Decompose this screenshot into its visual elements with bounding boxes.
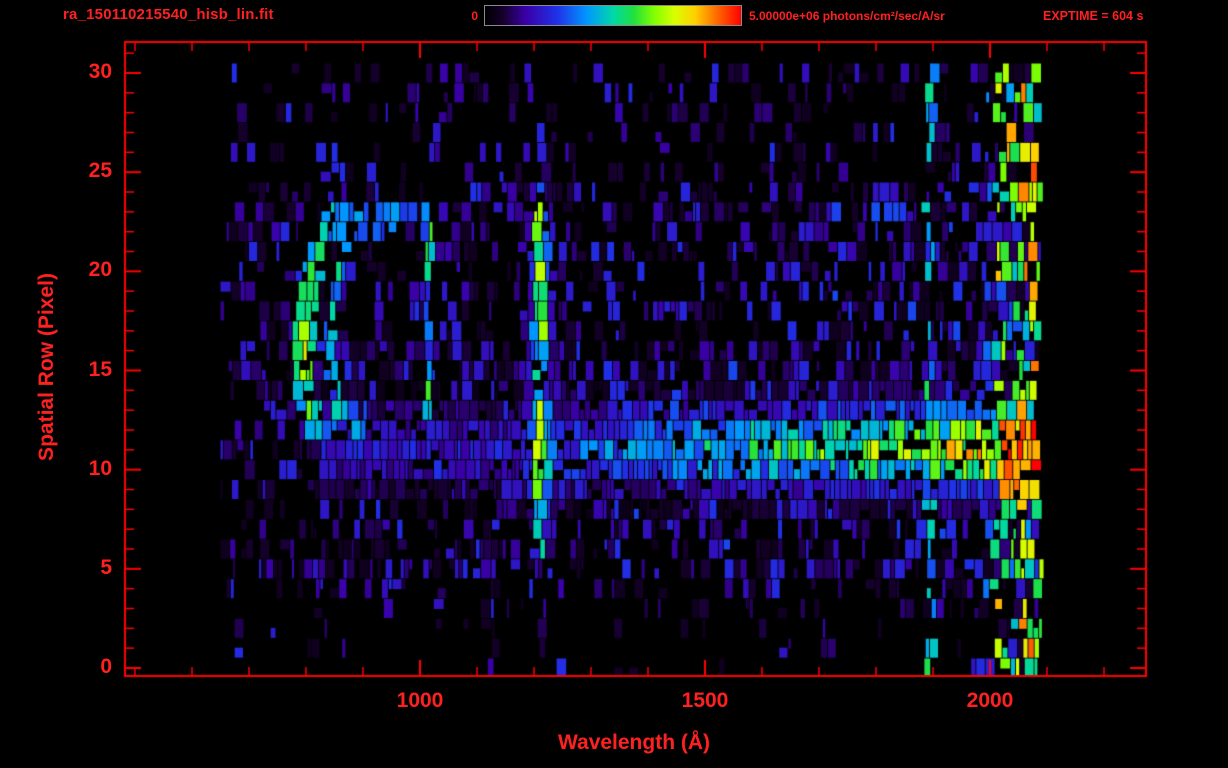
colorbar-max-label: 5.00000e+06 photons/cm²/sec/A/sr: [749, 9, 945, 23]
y-tick-label-15: 15: [88, 357, 112, 381]
exptime-label: EXPTIME = 604 s: [1043, 9, 1144, 23]
x-axis-title: Wavelength (Å): [557, 731, 711, 754]
x-tick-label-1000: 1000: [396, 689, 444, 712]
y-axis-title: Spatial Row (Pixel): [35, 273, 58, 461]
x-tick-label-2000: 2000: [966, 689, 1014, 712]
y-tick-label-25: 25: [88, 159, 112, 183]
y-tick-label-5: 5: [100, 555, 112, 579]
y-tick-label-0: 0: [100, 655, 112, 678]
figure-title: ra_150110215540_hisb_lin.fit: [63, 6, 274, 23]
colorbar-min-label: 0: [471, 9, 478, 23]
y-tick-label-20: 20: [88, 258, 112, 282]
y-tick-label-30: 30: [88, 60, 112, 83]
x-tick-label-1500: 1500: [681, 689, 729, 712]
y-tick-label-10: 10: [88, 456, 112, 480]
colorbar-gradient: [484, 5, 742, 26]
